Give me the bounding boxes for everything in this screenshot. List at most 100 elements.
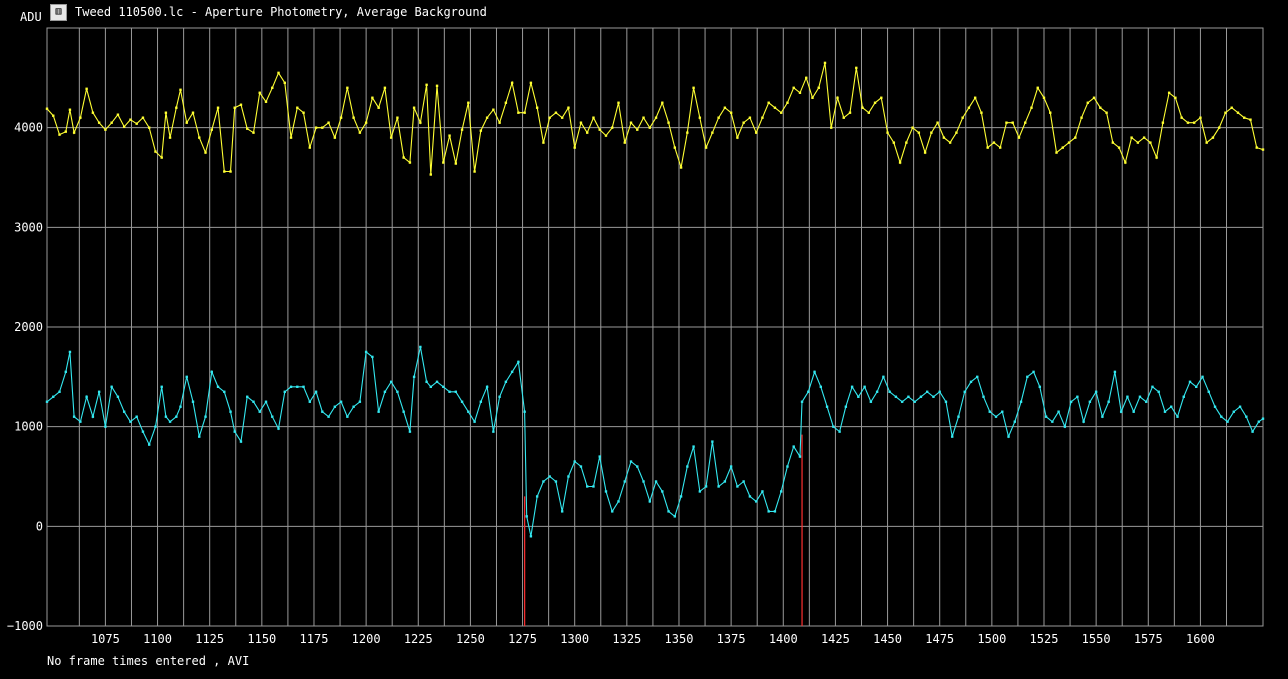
data-point — [686, 465, 689, 468]
data-point — [886, 131, 889, 134]
x-tick-label: 1250 — [456, 632, 485, 646]
data-point — [1251, 430, 1254, 433]
data-point — [1236, 111, 1240, 114]
data-point — [1124, 161, 1127, 164]
data-point — [807, 390, 810, 393]
data-point — [817, 86, 820, 89]
data-point — [168, 136, 172, 139]
data-point — [185, 121, 188, 124]
data-point — [792, 86, 795, 89]
data-point — [686, 131, 689, 134]
data-point — [460, 128, 464, 131]
data-point — [567, 106, 570, 109]
data-point — [1243, 116, 1246, 119]
data-point — [239, 440, 243, 443]
data-point — [698, 490, 702, 493]
data-point — [377, 106, 380, 109]
data-point — [942, 136, 946, 139]
data-point — [122, 125, 126, 128]
data-point — [1001, 410, 1004, 413]
data-point — [52, 114, 55, 117]
data-point — [492, 108, 495, 111]
data-point — [1005, 121, 1008, 124]
data-point — [510, 370, 514, 374]
data-point — [1113, 370, 1117, 374]
data-point — [830, 126, 833, 129]
data-point — [1157, 390, 1160, 393]
data-point — [573, 146, 576, 149]
data-point — [339, 116, 343, 119]
data-point — [1226, 420, 1229, 423]
data-point — [302, 111, 305, 114]
data-point — [72, 415, 76, 418]
series-group — [45, 61, 1265, 538]
data-point — [1188, 380, 1192, 384]
data-point — [191, 111, 195, 114]
data-point — [850, 385, 854, 388]
data-point — [141, 116, 145, 119]
data-point — [1180, 116, 1183, 119]
data-point — [805, 76, 808, 80]
data-point — [52, 395, 55, 398]
data-point — [1011, 121, 1014, 124]
data-point — [1130, 136, 1133, 139]
data-point — [786, 465, 789, 468]
data-point — [900, 400, 904, 403]
data-point — [517, 360, 520, 364]
data-point — [623, 141, 626, 144]
data-point — [754, 131, 758, 134]
data-point — [239, 103, 243, 106]
x-tick-label: 1075 — [91, 632, 120, 646]
data-point — [661, 101, 664, 104]
data-point — [1138, 395, 1142, 398]
data-point — [252, 400, 255, 403]
data-point — [45, 400, 49, 403]
data-point — [283, 81, 286, 85]
data-point — [104, 425, 107, 428]
x-tick-label: 1100 — [143, 632, 172, 646]
data-point — [932, 395, 935, 398]
data-point — [204, 415, 207, 418]
data-point — [925, 390, 929, 393]
app-icon[interactable]: ▥ — [50, 3, 67, 21]
data-point — [604, 134, 608, 137]
data-point — [813, 370, 816, 374]
data-point — [396, 390, 399, 393]
data-point — [1092, 96, 1096, 99]
data-point — [191, 400, 195, 403]
data-point — [467, 410, 470, 413]
data-point — [498, 395, 501, 398]
data-point — [711, 440, 714, 443]
data-point — [454, 162, 458, 165]
data-point — [504, 101, 508, 104]
data-point — [1013, 420, 1016, 423]
data-point — [264, 100, 268, 103]
data-point — [798, 91, 802, 94]
data-point — [863, 385, 866, 388]
data-point — [402, 410, 405, 413]
data-point — [498, 121, 501, 124]
data-point — [179, 405, 182, 408]
data-point — [1030, 106, 1033, 109]
data-point — [1044, 415, 1048, 418]
data-point — [1088, 400, 1092, 403]
x-tick-label: 1225 — [404, 632, 433, 646]
data-point — [296, 106, 299, 109]
data-point — [223, 390, 226, 393]
data-point — [882, 375, 885, 379]
data-point — [930, 131, 933, 134]
data-point — [855, 66, 858, 70]
data-point — [704, 146, 708, 149]
data-point — [1007, 435, 1010, 438]
data-point — [1213, 405, 1217, 408]
data-point — [97, 121, 101, 124]
x-tick-label: 1175 — [300, 632, 329, 646]
x-tick-label: 1425 — [821, 632, 850, 646]
data-point — [586, 485, 589, 488]
data-point — [1249, 118, 1252, 121]
data-point — [992, 141, 996, 144]
data-point — [742, 121, 745, 124]
data-point — [148, 126, 151, 129]
data-point — [396, 116, 399, 119]
x-tick-label: 1325 — [612, 632, 641, 646]
